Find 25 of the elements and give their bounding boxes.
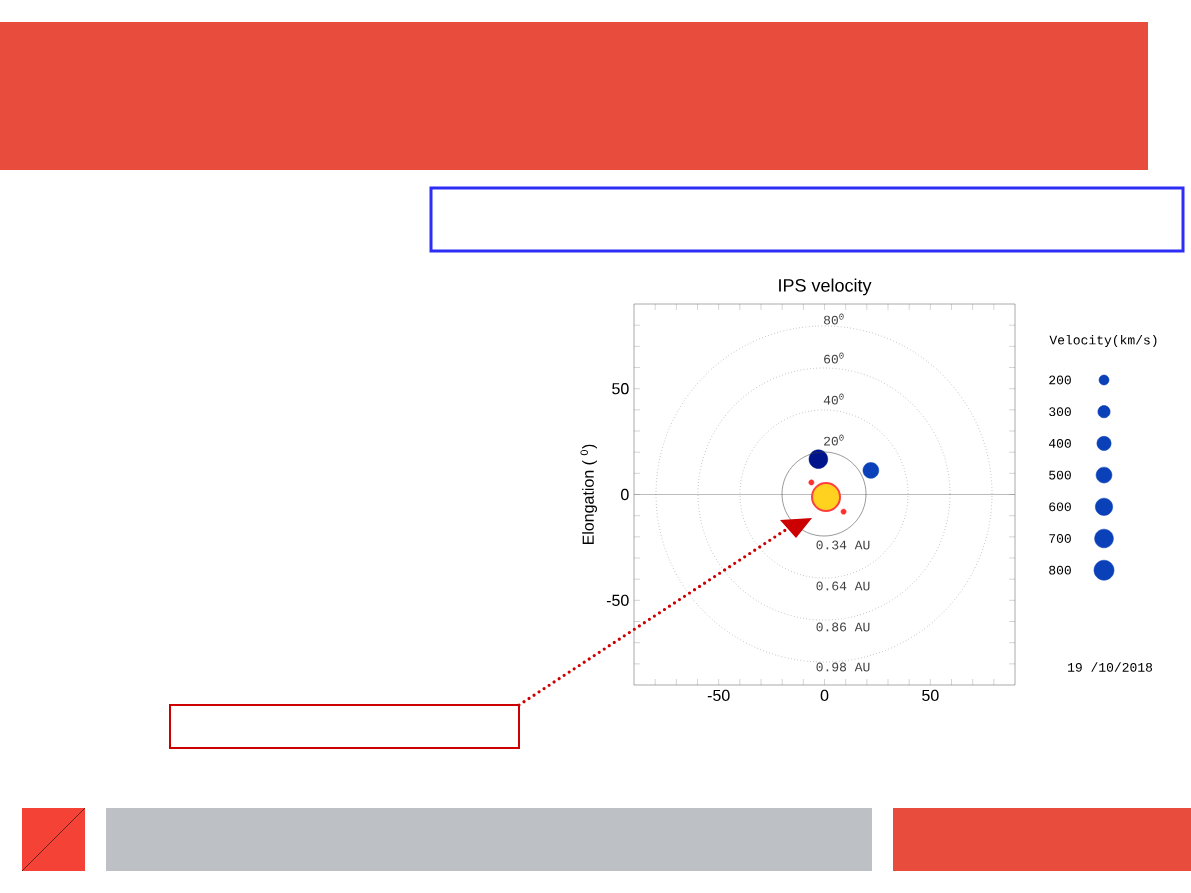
legend-label: 300 [1049, 407, 1071, 417]
annotation: 0.98 AU [816, 662, 870, 672]
annotation: 40$^{0}$ [823, 393, 844, 405]
x-tick-label: 0 [820, 689, 829, 702]
text: 19 /10/2018 [1068, 662, 1153, 672]
annotation: 0.34 AU [816, 540, 870, 550]
y-tick-label: 50 [612, 383, 629, 395]
annotation: 0.86 AU [816, 622, 870, 632]
annotation: 20$^{0}$ [824, 434, 844, 446]
annotation: 80$^{0}$ [823, 313, 844, 325]
legend-label: 700 [1049, 534, 1071, 543]
legend-label: 500 [1049, 470, 1071, 480]
legend-title: Velocity(km/s) [1049, 334, 1157, 348]
y-tick-label: -50 [606, 594, 629, 606]
legend-label: 400 [1048, 438, 1071, 448]
y-axis-title: Elongation ( $^{0}$) [580, 444, 598, 545]
x-tick-label: 50 [922, 689, 939, 702]
annotation: 60$^{0}$ [824, 352, 844, 364]
legend-label: 200 [1049, 375, 1071, 385]
chart-title: IPS velocity [779, 278, 872, 296]
x-tick-label: -50 [707, 689, 730, 702]
annotation: 0.64 AU [816, 581, 870, 591]
legend-label: 800 [1049, 565, 1071, 575]
y-tick-label: 0 [621, 488, 629, 501]
legend-label: 600 [1049, 502, 1071, 512]
